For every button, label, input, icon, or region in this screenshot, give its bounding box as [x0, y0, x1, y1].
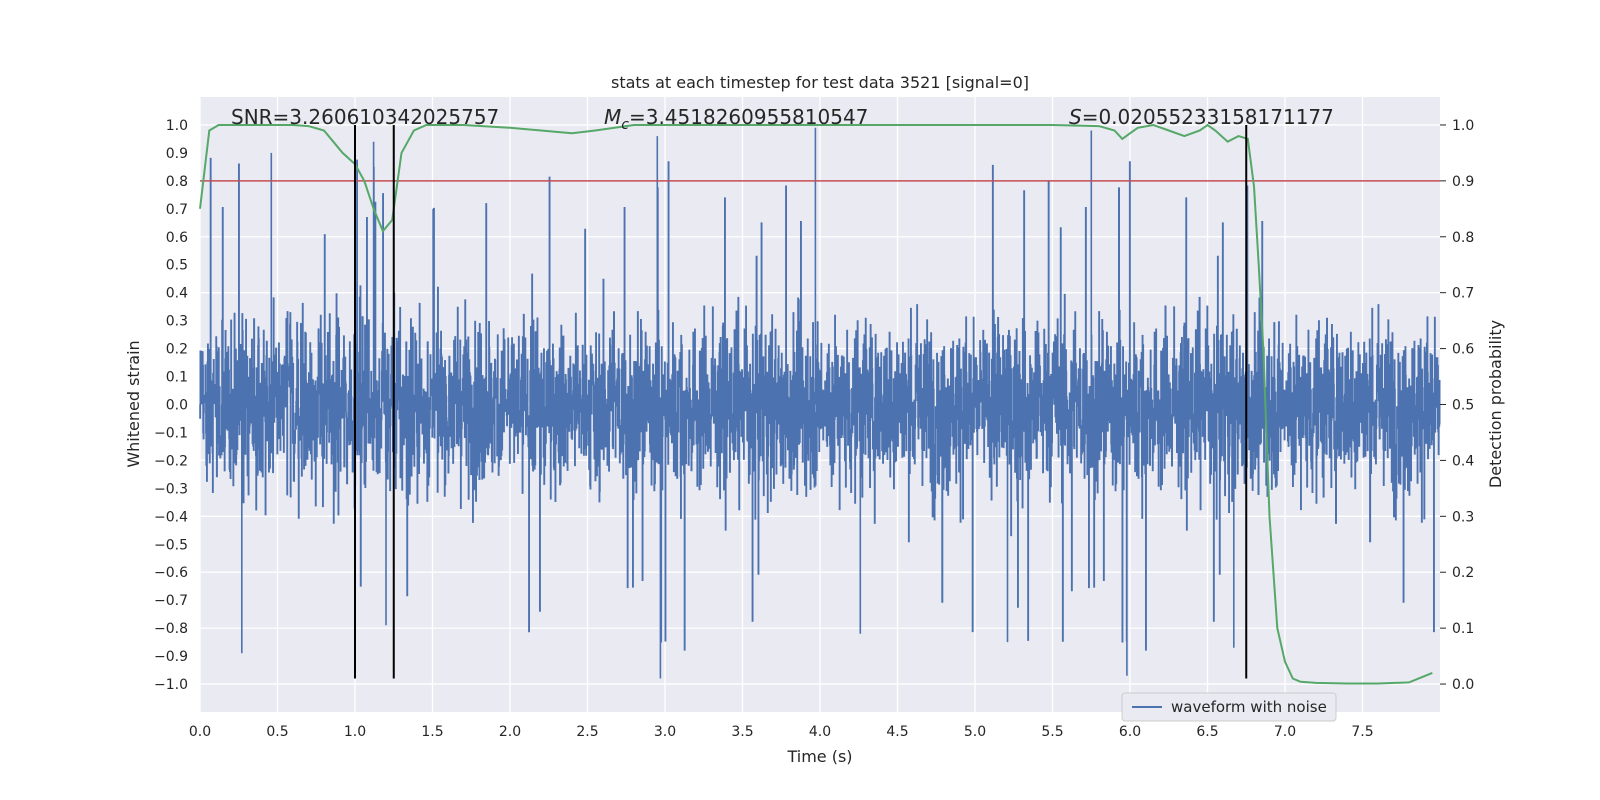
- y-tick-label: −0.3: [154, 481, 188, 497]
- x-axis-ticks: 0.0 0.5 1.0 1.5 2.0 2.5 3.0 3.5 4.0 4.5 5.0 5.5 6.0 6…: [189, 724, 1374, 740]
- y-axis-label: Whitened strain: [124, 340, 143, 467]
- mc-value: =3.4518260955810547: [629, 105, 868, 129]
- y-tick-label: 0.1: [166, 370, 188, 386]
- mc-subscript: c: [621, 117, 629, 133]
- y2-tick-label: 0.2: [1452, 565, 1474, 581]
- x-tick-label: 0.5: [266, 724, 288, 740]
- y-tick-label: 0.3: [166, 314, 188, 330]
- y-tick-label: 0.5: [166, 258, 188, 274]
- y-tick-label: −0.4: [154, 509, 188, 525]
- y-tick-label: 0.9: [166, 146, 188, 162]
- x-tick-label: 5.0: [964, 724, 986, 740]
- chart-title: stats at each timestep for test data 352…: [611, 73, 1029, 92]
- y2-tick-label: 0.8: [1452, 230, 1474, 246]
- y-tick-label: 0.6: [166, 230, 188, 246]
- y-axis-ticks: 1.0 0.9 0.8 0.7 0.6 0.5 0.4 0.3 0.2 0.1 0.0 −0.1 −0.…: [154, 118, 188, 693]
- legend-box: [1121, 692, 1337, 722]
- y-tick-label: −1.0: [154, 677, 188, 693]
- x-tick-label: 6.5: [1196, 724, 1218, 740]
- x-tick-label: 2.0: [499, 724, 521, 740]
- y-tick-label: −0.2: [154, 453, 188, 469]
- y-tick-label: 0.8: [166, 174, 188, 190]
- waveform-series: [199, 127, 1441, 679]
- x-tick-label: 3.5: [731, 724, 753, 740]
- x-tick-label: 4.5: [886, 724, 908, 740]
- y2-tick-label: 1.0: [1452, 118, 1474, 134]
- y2-tick-label: 0.3: [1452, 509, 1474, 525]
- x-tick-label: 2.5: [576, 724, 598, 740]
- y2-axis-label: Detection probability: [1486, 320, 1505, 488]
- mc-annotation: Mc=3.4518260955810547: [604, 105, 868, 133]
- y-tick-label: −0.8: [154, 621, 188, 637]
- y2-tick-label: 0.1: [1452, 621, 1474, 637]
- y-tick-label: 0.2: [166, 342, 188, 358]
- mc-symbol: M: [604, 105, 621, 129]
- legend: waveform with noise: [1121, 692, 1337, 722]
- s-annotation: S=0.020552331581711​77: [1069, 105, 1334, 129]
- s-symbol: S: [1069, 105, 1082, 129]
- x-tick-label: 7.0: [1274, 724, 1296, 740]
- y2-tick-label: 0.9: [1452, 174, 1474, 190]
- probability-series: [199, 123, 1433, 685]
- y2-tick-label: 0.6: [1452, 342, 1474, 358]
- y-tick-label: 0.0: [166, 398, 188, 414]
- y-tick-label: −0.1: [154, 425, 188, 441]
- x-tick-label: 6.0: [1119, 724, 1141, 740]
- y2-tick-label: 0.0: [1452, 677, 1474, 693]
- y2-axis-ticks: 1.0 0.9 0.8 0.7 0.6 0.5 0.4 0.3 0.2 0.1 0.0: [1440, 118, 1474, 693]
- probability-line: [199, 123, 1433, 685]
- y-tick-label: −0.7: [154, 593, 188, 609]
- y2-tick-label: 0.5: [1452, 398, 1474, 414]
- y-tick-label: −0.9: [154, 649, 188, 665]
- x-tick-label: 1.5: [421, 724, 443, 740]
- x-tick-label: 3.0: [654, 724, 676, 740]
- x-axis-label: Time (s): [786, 747, 852, 766]
- legend-label: waveform with noise: [1171, 698, 1327, 716]
- snr-annotation: SNR=3.260610342025757: [231, 105, 499, 129]
- y-tick-label: −0.6: [154, 565, 188, 581]
- s-value: =0.020552331581711​77: [1082, 105, 1334, 129]
- x-tick-label: 7.5: [1351, 724, 1373, 740]
- y-tick-label: 0.7: [166, 202, 188, 218]
- y2-tick-label: 0.4: [1452, 453, 1474, 469]
- x-tick-label: 5.5: [1041, 724, 1063, 740]
- y-tick-label: 0.4: [166, 286, 188, 302]
- y-tick-label: −0.5: [154, 537, 188, 553]
- x-tick-label: 4.0: [809, 724, 831, 740]
- waveform-trace: [199, 127, 1441, 679]
- x-tick-label: 1.0: [344, 724, 366, 740]
- y2-tick-label: 0.7: [1452, 286, 1474, 302]
- x-tick-label: 0.0: [189, 724, 211, 740]
- y-tick-label: 1.0: [166, 118, 188, 134]
- marker-lines: [354, 124, 1248, 679]
